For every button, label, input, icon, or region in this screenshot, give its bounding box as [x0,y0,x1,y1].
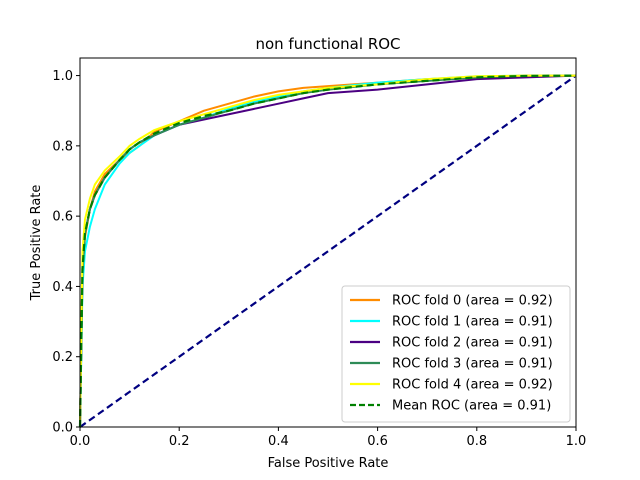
legend-label-0: ROC fold 0 (area = 0.92) [392,294,553,309]
x-tick-label: 0.6 [367,434,388,449]
y-axis: 0.0 0.2 0.4 0.6 0.8 1.0 [52,69,80,436]
legend: ROC fold 0 (area = 0.92) ROC fold 1 (area… [341,285,571,423]
legend-label-2: ROC fold 2 (area = 0.91) [392,336,553,351]
lines-layer [78,74,577,428]
y-axis-label: True Positive Rate [29,185,44,302]
y-tick-label: 1.0 [52,69,73,84]
y-tick-label: 0.8 [52,139,73,154]
x-axis: 0.0 0.2 0.4 0.6 0.8 1.0 [70,427,587,449]
x-tick-label: 0.8 [466,434,487,449]
x-axis-label: False Positive Rate [268,456,389,471]
chance-diagonal-line [79,74,577,428]
series-line-5 [78,74,577,428]
y-tick-label: 0.4 [52,280,73,295]
legend-box [341,285,571,423]
legend-label-4: ROC fold 4 (area = 0.92) [392,378,553,393]
legend-label-3: ROC fold 3 (area = 0.91) [392,357,553,372]
x-tick-label: 1.0 [566,434,587,449]
legend-label-1: ROC fold 1 (area = 0.91) [392,315,553,330]
y-tick-label: 0.2 [52,350,73,365]
y-tick-label: 0.6 [52,210,73,225]
x-tick-label: 0.4 [268,434,289,449]
chart-title: non functional ROC [255,35,400,53]
legend-label-5: Mean ROC (area = 0.91) [392,399,551,414]
plot-frame [79,57,577,428]
x-tick-label: 0.2 [169,434,190,449]
x-tick-label: 0.0 [70,434,91,449]
y-tick-label: 0.0 [52,421,73,436]
